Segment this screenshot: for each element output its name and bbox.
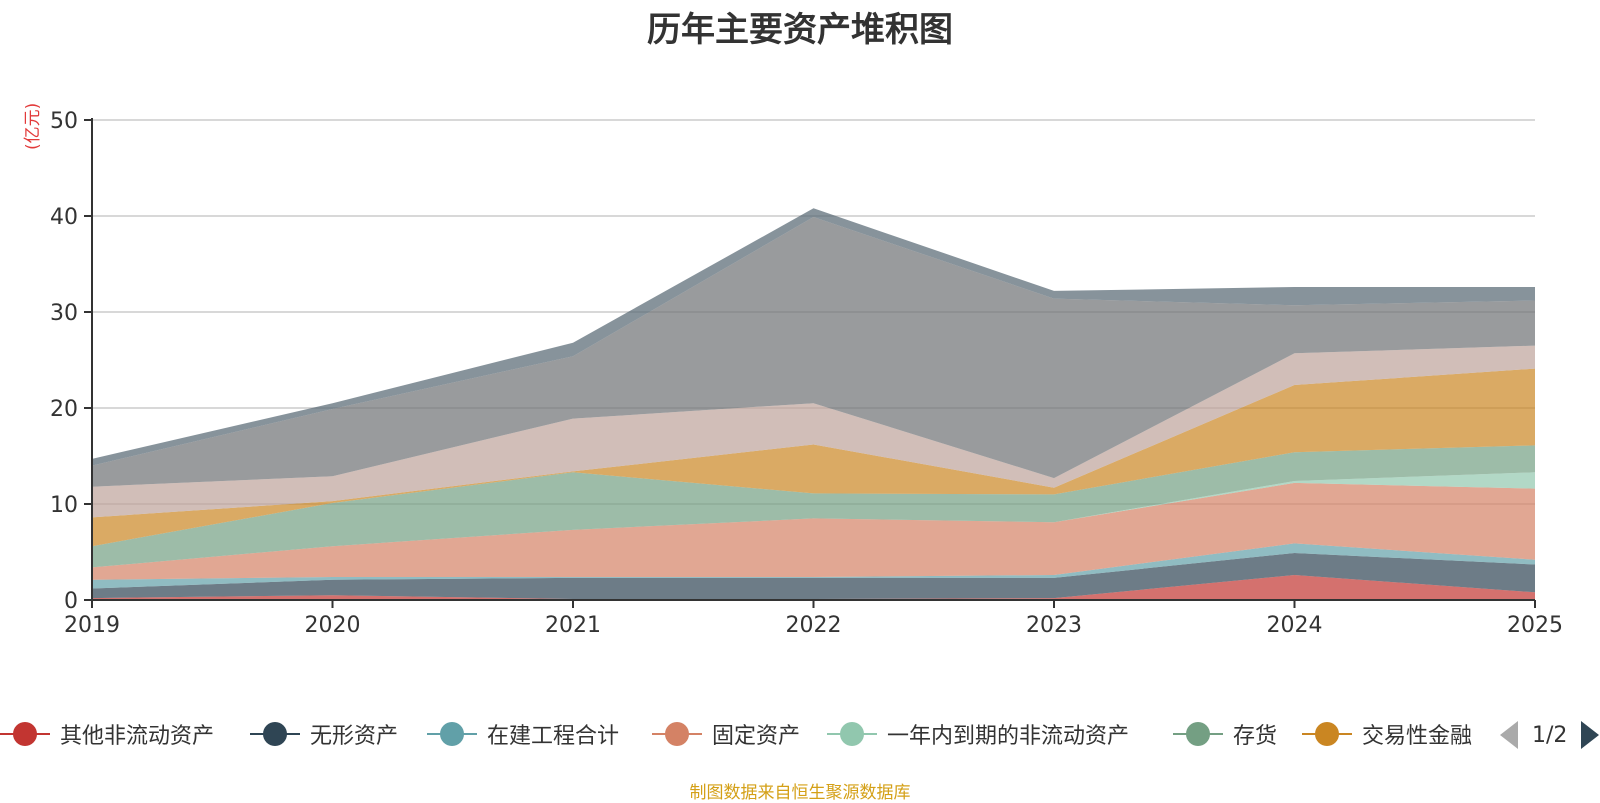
legend-item-label: 其他非流动资产	[60, 724, 215, 749]
area-series-8	[92, 217, 1535, 487]
legend-item[interactable]: 固定资产	[652, 712, 800, 756]
area-series-5	[92, 445, 1535, 568]
y-tick-label-50: 50	[50, 109, 78, 134]
area-series-4	[92, 472, 1535, 568]
legend-marker-icon	[652, 722, 702, 746]
x-tick-label-2025: 2025	[1507, 613, 1563, 638]
chart-title: 历年主要资产堆积图	[647, 10, 953, 50]
legend-marker-icon	[250, 722, 300, 746]
area-series-0	[92, 575, 1535, 600]
legend-prev-page-icon[interactable]	[1500, 721, 1518, 749]
legend-item[interactable]: 交易性金融	[1302, 712, 1472, 756]
y-tick-label-30: 30	[50, 301, 78, 326]
x-tick-label-2021: 2021	[545, 613, 601, 638]
legend-item-label: 一年内到期的非流动资产	[887, 724, 1130, 749]
y-tick-label-20: 20	[50, 397, 78, 422]
stacked-area-chart: 0 10 20 30 40 50 2019 2020 2021 2022 2023 2024 2025	[50, 109, 1563, 638]
legend-next-page-icon[interactable]	[1581, 721, 1600, 749]
legend-marker-icon	[1302, 722, 1352, 746]
axes	[84, 118, 1536, 608]
legend-item-label: 交易性金融	[1362, 724, 1473, 749]
legend: 其他非流动资产 无形资产 在建工程合计 固定资产 一年内到期的非流动资产 存货 交易性金融	[0, 712, 1600, 756]
legend-item[interactable]: 在建工程合计	[427, 712, 619, 756]
area-series-1	[92, 553, 1535, 599]
legend-item[interactable]: 其他非流动资产	[0, 712, 214, 756]
y-tick-label-40: 40	[50, 205, 78, 230]
legend-item[interactable]: 存货	[1173, 712, 1277, 756]
legend-item[interactable]: 一年内到期的非流动资产	[827, 712, 1129, 756]
y-tick-label-10: 10	[50, 493, 78, 518]
legend-item-label: 存货	[1233, 724, 1278, 749]
area-series-6	[92, 368, 1535, 547]
x-tick-label-2022: 2022	[786, 613, 842, 638]
area-series-7	[92, 345, 1535, 518]
legend-item[interactable]: 无形资产	[250, 712, 398, 756]
x-tick-label-2019: 2019	[64, 613, 120, 638]
legend-item-label: 在建工程合计	[487, 724, 620, 749]
x-tick-label-2024: 2024	[1267, 613, 1323, 638]
legend-item-label: 无形资产	[310, 724, 399, 749]
area-series-layer	[92, 208, 1535, 600]
source-note: 制图数据来自恒生聚源数据库	[689, 783, 911, 803]
legend-marker-icon	[1173, 722, 1223, 746]
area-series-3	[92, 482, 1535, 580]
tick-labels: 0 10 20 30 40 50 2019 2020 2021 2022 2023 2024 2025	[50, 109, 1563, 638]
x-tick-label-2020: 2020	[305, 613, 361, 638]
legend-page-indicator: 1/2	[1532, 722, 1568, 748]
area-series-2	[92, 543, 1535, 589]
legend-marker-icon	[0, 722, 50, 746]
legend-marker-icon	[427, 722, 477, 746]
x-tick-label-2023: 2023	[1026, 613, 1082, 638]
y-tick-label-0: 0	[64, 589, 78, 614]
legend-marker-icon	[827, 722, 877, 746]
legend-pager: 1/2	[1500, 718, 1600, 752]
legend-item-label: 固定资产	[712, 724, 801, 749]
